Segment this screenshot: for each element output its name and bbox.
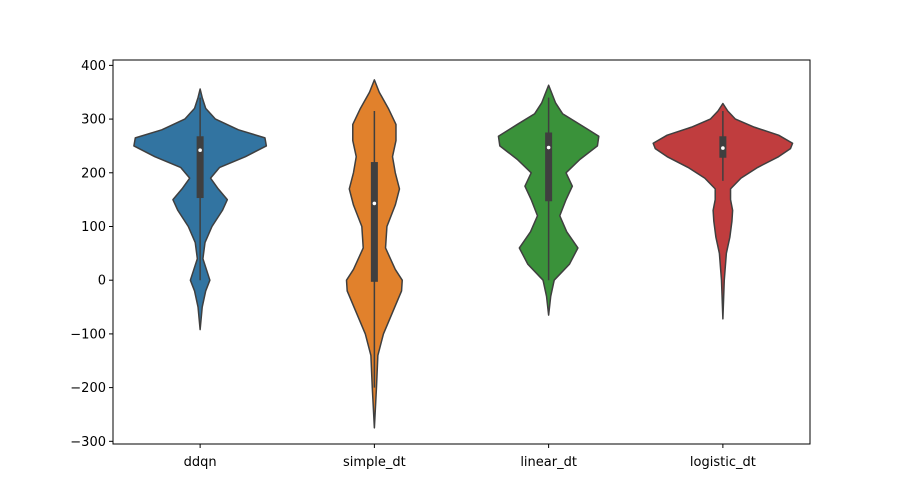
y-tick-label: 400: [81, 59, 106, 74]
y-tick-label: 300: [81, 113, 106, 128]
y-tick-label: −200: [70, 381, 106, 396]
violin-ddqn: [133, 88, 268, 331]
violin-iqr-box: [545, 132, 553, 202]
violin-body: [652, 102, 794, 320]
x-tick-label: simple_dt: [343, 455, 406, 470]
x-tick-label: linear_dt: [520, 455, 577, 470]
x-tick-label: ddqn: [184, 455, 217, 470]
violin-logistic_dt: [652, 102, 794, 320]
y-tick-label: −100: [70, 327, 106, 342]
violin-iqr-box: [370, 162, 378, 282]
y-tick-label: 200: [81, 166, 106, 181]
x-axis: ddqn simple_dt linear_dt logistic_dt: [184, 444, 756, 470]
y-tick-label: 0: [98, 274, 106, 289]
violins-layer: [133, 79, 794, 429]
x-tick-label: logistic_dt: [690, 455, 756, 470]
violin-median-dot: [372, 201, 377, 206]
y-tick-label: 100: [81, 220, 106, 235]
violin-median-dot: [546, 145, 551, 150]
violin-iqr-box: [196, 136, 204, 199]
y-tick-label: −300: [70, 435, 106, 450]
violin-linear_dt: [497, 84, 600, 316]
plot-frame: [112, 59, 811, 445]
violin-simple_dt: [345, 79, 403, 429]
violin-median-dot: [721, 146, 725, 150]
violin-median-dot: [198, 148, 202, 153]
y-axis: −300 −200 −100 0 100 200 300 400: [70, 59, 113, 450]
